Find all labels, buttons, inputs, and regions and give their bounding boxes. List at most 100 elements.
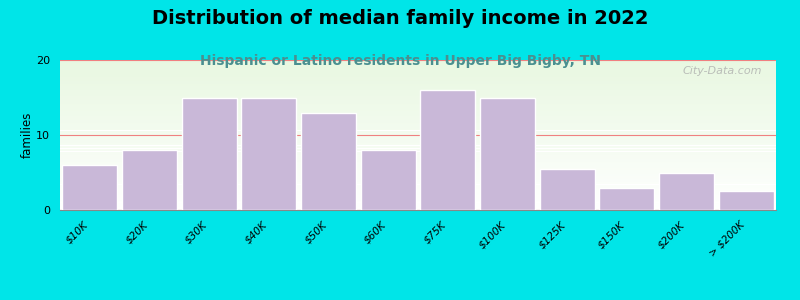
Bar (60, 100, 776, 102)
Bar (60, 147, 776, 148)
Bar (420, 90, 475, 210)
Bar (60, 167, 776, 168)
Bar (60, 84, 776, 86)
Bar (60, 118, 776, 120)
Bar (60, 168, 776, 170)
Bar (60, 106, 776, 108)
Bar (60, 148, 776, 150)
Bar (60, 135, 776, 136)
Bar (60, 105, 776, 106)
Bar (60, 186, 776, 188)
Bar (60, 142, 776, 144)
Bar (60, 176, 776, 177)
Bar (60, 178, 776, 180)
Bar (60, 108, 776, 110)
Bar (60, 183, 776, 184)
Bar (60, 78, 776, 80)
Bar (60, 68, 776, 69)
Bar (60, 110, 776, 111)
Bar (60, 132, 776, 134)
Bar (60, 124, 776, 126)
Bar (60, 171, 776, 172)
Bar (60, 61, 776, 63)
Bar (60, 88, 776, 90)
Bar (60, 204, 776, 206)
Bar (540, 169, 594, 210)
Bar (60, 150, 776, 152)
Bar (60, 63, 776, 64)
Bar (60, 116, 776, 117)
Bar (60, 122, 776, 123)
Bar (60, 103, 776, 105)
Bar (60, 117, 776, 118)
Bar (60, 198, 776, 200)
Bar (60, 194, 776, 195)
Bar (60, 81, 776, 82)
Bar (60, 152, 776, 153)
Bar (480, 98, 535, 210)
Bar (599, 188, 654, 210)
Bar (60, 138, 776, 140)
Bar (242, 98, 296, 210)
Bar (60, 174, 776, 176)
Bar (60, 134, 776, 135)
Bar (60, 76, 776, 78)
Bar (361, 150, 416, 210)
Bar (60, 162, 776, 164)
Bar (60, 188, 776, 189)
Bar (60, 141, 776, 142)
Bar (60, 159, 776, 160)
Y-axis label: families: families (20, 112, 34, 158)
Bar (60, 111, 776, 112)
Bar (60, 93, 776, 94)
Bar (60, 201, 776, 202)
Bar (60, 98, 776, 99)
Bar (62, 165, 118, 210)
Bar (60, 207, 776, 208)
Bar (60, 164, 776, 165)
Bar (60, 153, 776, 154)
Bar (60, 158, 776, 159)
Bar (301, 112, 356, 210)
Bar (60, 184, 776, 186)
Bar (60, 136, 776, 138)
Bar (60, 75, 776, 76)
Bar (60, 129, 776, 130)
Bar (60, 172, 776, 174)
Bar (60, 160, 776, 162)
Bar (60, 192, 776, 194)
Bar (60, 126, 776, 128)
Bar (60, 182, 776, 183)
Bar (60, 120, 776, 122)
Bar (60, 165, 776, 166)
Bar (60, 146, 776, 147)
Bar (60, 82, 776, 84)
Bar (60, 72, 776, 74)
Bar (60, 156, 776, 158)
Bar (60, 128, 776, 129)
Bar (60, 189, 776, 190)
Text: City-Data.com: City-Data.com (682, 66, 762, 76)
Bar (60, 66, 776, 68)
Bar (60, 102, 776, 104)
Bar (659, 172, 714, 210)
Bar (60, 60, 776, 61)
Bar (60, 180, 776, 182)
Bar (60, 70, 776, 72)
Bar (60, 177, 776, 178)
Bar (60, 169, 776, 171)
Bar (60, 64, 776, 66)
Bar (60, 140, 776, 141)
Bar (60, 208, 776, 210)
Bar (60, 74, 776, 75)
Bar (718, 191, 774, 210)
Bar (60, 196, 776, 198)
Bar (60, 80, 776, 81)
Bar (60, 99, 776, 100)
Bar (60, 85, 776, 87)
Bar (60, 90, 776, 92)
Bar (60, 154, 776, 156)
Bar (60, 92, 776, 93)
Text: Hispanic or Latino residents in Upper Big Bigby, TN: Hispanic or Latino residents in Upper Bi… (199, 54, 601, 68)
Bar (60, 202, 776, 204)
